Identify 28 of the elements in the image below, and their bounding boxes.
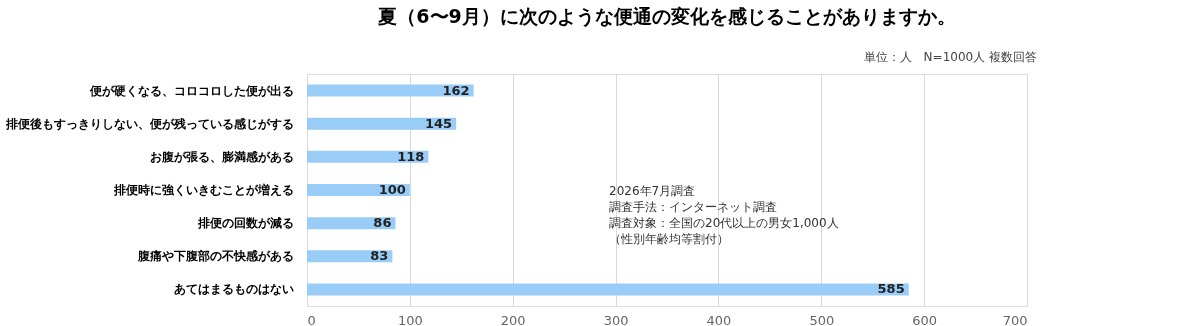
annotation: （性別年齢均等割付）: [609, 232, 729, 246]
y-tick-label: 排便時に強くいきむことが増える: [112, 183, 294, 197]
x-tick-label: 700: [1002, 312, 1028, 326]
y-tick-label: お腹が張る、膨満感がある: [149, 149, 294, 164]
x-tick-label: 100: [397, 312, 423, 326]
annotation: 2026年7月調査: [609, 184, 696, 198]
y-tick-label: 排便の回数が減る: [196, 216, 294, 231]
x-tick-label: 200: [500, 312, 526, 326]
x-tick-label: 400: [706, 312, 732, 326]
data-label: 162: [442, 82, 470, 98]
x-tick-label: 600: [912, 312, 938, 326]
data-label: 585: [877, 281, 905, 297]
data-label: 118: [397, 148, 425, 164]
y-tick-label: あてはまるものはない: [173, 282, 294, 297]
annotation: 調査手法：インターネット調査: [609, 200, 777, 214]
x-tick-label: 0: [307, 312, 316, 326]
data-label: 145: [425, 115, 453, 131]
annotation: 調査対象：全国の20代以上の男女1,000人: [609, 216, 839, 230]
y-tick-label: 便が硬くなる、コロコロした便が出る: [88, 83, 294, 98]
data-label: 86: [373, 215, 392, 231]
chart-title: 夏（6〜9月）に次のような便通の変化を感じることがありますか。: [377, 5, 956, 28]
x-tick-label: 300: [603, 312, 629, 326]
chart-subtitle: 単位：人 N=1000人 複数回答: [863, 50, 1037, 64]
data-label: 83: [370, 248, 389, 264]
x-tick-label: 500: [809, 312, 835, 326]
data-label: 100: [378, 182, 406, 197]
y-tick-label: 排便後もすっきりしない、便が残っている感じがする: [4, 116, 294, 131]
y-tick-label: 腹痛や下腹部の不快感がある: [136, 249, 294, 264]
